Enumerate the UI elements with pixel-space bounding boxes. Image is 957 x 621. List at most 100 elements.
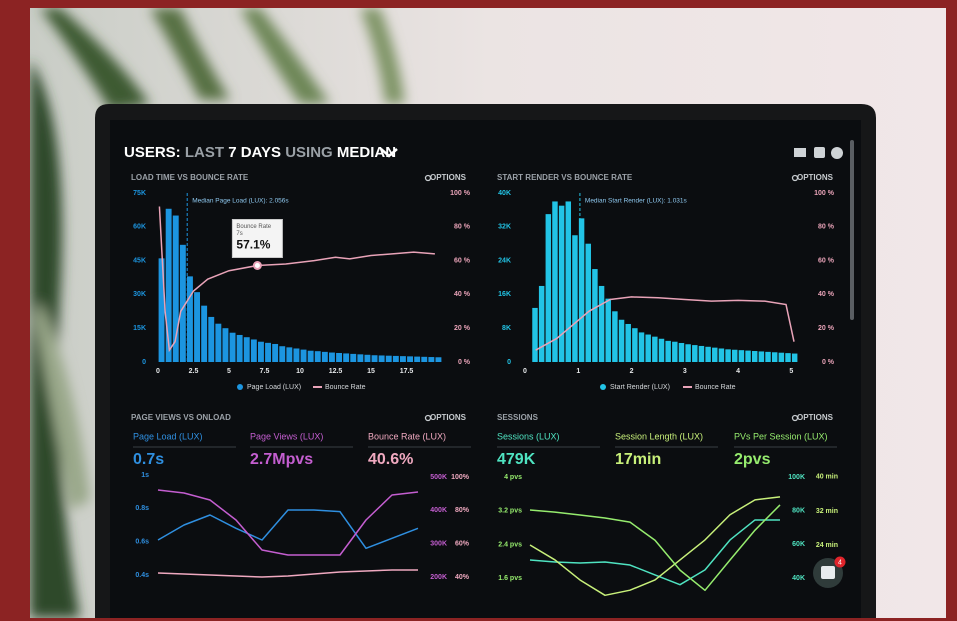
bar: [230, 333, 236, 362]
metric-value: 2pvs: [734, 451, 771, 468]
bar: [407, 356, 413, 362]
title-part[interactable]: MEDIAN: [337, 144, 396, 161]
y-tick-label: 32K: [498, 224, 511, 231]
y-tick-label: 15K: [133, 325, 146, 332]
y3-tick-label: 40%: [455, 574, 470, 581]
bar: [599, 286, 604, 362]
y2-tick-label: 60K: [792, 541, 805, 548]
bar: [719, 348, 724, 362]
bar: [759, 351, 764, 362]
screen: [110, 120, 861, 618]
scrollbar[interactable]: [850, 140, 854, 320]
median-annotation: Median Start Render (LUX): 1.031s: [585, 198, 688, 205]
x-tick-label: 4: [736, 368, 740, 375]
bar: [251, 339, 257, 362]
bar: [365, 355, 371, 362]
bar: [692, 345, 697, 362]
y2-tick-label: 60 %: [818, 257, 835, 264]
x-tick-label: 10: [296, 368, 304, 375]
bar: [559, 206, 564, 362]
bar: [343, 353, 349, 362]
median-annotation: Median Page Load (LUX): 2.056s: [192, 198, 289, 205]
options-button[interactable]: OPTIONS: [797, 413, 834, 422]
y3-tick-label: 40 min: [816, 474, 838, 481]
bar: [294, 348, 300, 362]
bar: [379, 355, 385, 362]
y-tick-label: 0.8s: [135, 505, 149, 512]
bar: [237, 335, 243, 362]
bar: [336, 353, 342, 362]
y-tick-label: 0.6s: [135, 539, 149, 546]
options-button[interactable]: OPTIONS: [430, 173, 467, 182]
bar: [659, 339, 664, 362]
bar: [725, 349, 730, 362]
bar: [779, 353, 784, 362]
x-tick-label: 17.5: [400, 368, 414, 375]
y-tick-label: 4 pvs: [504, 474, 522, 481]
monitor-icon[interactable]: [794, 148, 806, 157]
y2-tick-label: 80K: [792, 508, 805, 515]
y-tick-label: 1s: [141, 472, 149, 479]
y2-tick-label: 40 %: [454, 291, 471, 298]
page: USERS: LAST 7 DAYS USING MEDIAN LOAD TIM…: [0, 0, 957, 621]
y3-tick-label: 100%: [451, 474, 470, 481]
bar: [539, 286, 544, 362]
bar: [705, 347, 710, 362]
y-tick-label: 40K: [498, 190, 511, 197]
bar: [400, 356, 406, 362]
title-part: LAST: [185, 144, 224, 161]
bar: [265, 343, 271, 362]
metric-label: Bounce Rate (LUX): [368, 431, 446, 441]
chat-badge-count: 4: [838, 559, 842, 566]
bar: [752, 351, 757, 362]
options-button[interactable]: OPTIONS: [430, 413, 467, 422]
bar: [566, 201, 571, 362]
bar: [632, 328, 637, 362]
title-part: USING: [285, 144, 333, 161]
y2-tick-label: 300K: [430, 541, 447, 548]
y3-tick-label: 24 min: [816, 542, 838, 549]
bar: [645, 335, 650, 362]
metric-label: Page Load (LUX): [133, 431, 203, 441]
chat-icon: [821, 566, 835, 579]
bar: [208, 317, 214, 362]
bar: [619, 320, 624, 362]
y2-tick-label: 20 %: [454, 325, 471, 332]
y2-tick-label: 40K: [792, 575, 805, 582]
y3-tick-label: 80%: [455, 507, 470, 514]
y-tick-label: 16K: [498, 291, 511, 298]
bar: [785, 353, 790, 362]
legend-swatch: [237, 384, 243, 390]
bar: [414, 357, 420, 362]
y2-tick-label: 0 %: [458, 359, 471, 366]
bar: [215, 324, 221, 362]
help-icon[interactable]: [831, 147, 843, 159]
x-tick-label: 3: [683, 368, 687, 375]
bar: [223, 328, 229, 362]
y-tick-label: 8K: [502, 325, 511, 332]
metric-value: 17min: [615, 451, 661, 468]
x-tick-label: 0: [523, 368, 527, 375]
bar: [625, 324, 630, 362]
y2-tick-label: 500K: [430, 474, 447, 481]
bar: [532, 308, 537, 362]
bar: [612, 311, 617, 362]
x-tick-label: 2: [630, 368, 634, 375]
bar: [546, 214, 551, 362]
bar: [639, 332, 644, 362]
bar: [739, 350, 744, 362]
y2-tick-label: 0 %: [822, 359, 835, 366]
bar: [357, 354, 363, 362]
y-tick-label: 3.2 pvs: [498, 508, 522, 515]
metric-value: 40.6%: [368, 451, 413, 468]
bar: [194, 292, 200, 362]
chart-icon[interactable]: [814, 147, 825, 158]
options-button[interactable]: OPTIONS: [797, 173, 834, 182]
bar: [272, 344, 278, 362]
bar: [572, 235, 577, 362]
x-tick-label: 5: [789, 368, 793, 375]
y-tick-label: 30K: [133, 291, 146, 298]
title-part: 7 DAYS: [228, 144, 281, 161]
bar: [772, 352, 777, 362]
y-tick-label: 24K: [498, 257, 511, 264]
